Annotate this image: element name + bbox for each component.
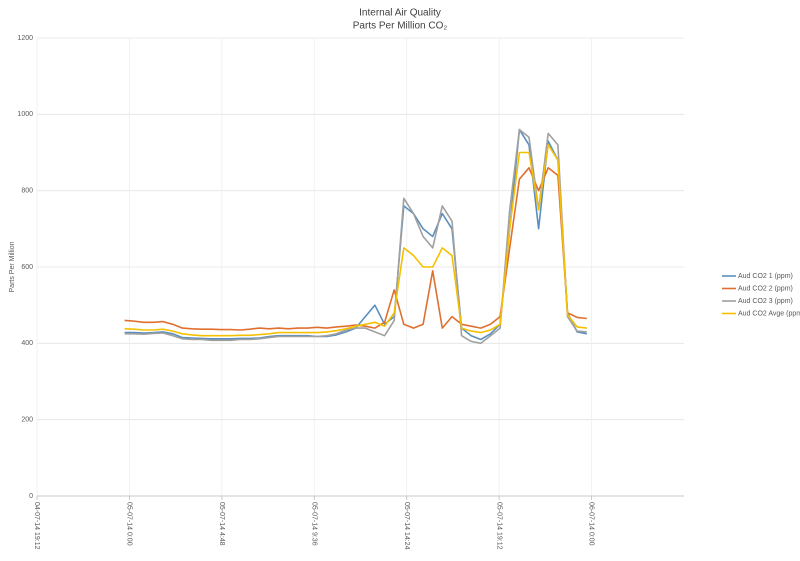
y-tick-label: 1200	[17, 35, 33, 42]
legend-label: Aud CO2 Avge (ppm)	[738, 310, 800, 317]
series-line	[124, 144, 587, 337]
y-tick-label: 400	[21, 340, 33, 347]
y-tick-label: 1000	[17, 111, 33, 118]
x-tick-label: 05-07-14 9:36	[310, 502, 317, 546]
y-tick-label: 0	[29, 493, 33, 500]
legend-label: Aud CO2 2 (ppm)	[738, 285, 793, 292]
legend-label: Aud CO2 1 (ppm)	[738, 273, 793, 280]
chart-title: Internal Air Quality	[359, 8, 441, 19]
x-tick-label: 05-07-14 0:00	[126, 502, 133, 546]
x-tick-label: 05-07-14 14:24	[403, 502, 410, 550]
series-line	[124, 128, 587, 345]
x-tick-label: 05-07-14 19:12	[495, 502, 502, 550]
y-tick-label: 200	[21, 417, 33, 424]
x-tick-label: 06-07-14 0:00	[588, 502, 595, 546]
legend-label: Aud CO2 3 (ppm)	[738, 298, 793, 305]
y-tick-label: 800	[21, 188, 33, 195]
chart-subtitle: Parts Per Million CO₂	[353, 21, 448, 32]
y-axis-label: Parts Per Million	[9, 241, 16, 292]
x-tick-label: 04-07-14 19:12	[33, 502, 40, 550]
y-tick-label: 600	[21, 264, 33, 271]
series-line	[124, 167, 587, 331]
x-tick-label: 05-07-14 4:48	[218, 502, 225, 546]
series-line	[124, 128, 587, 341]
